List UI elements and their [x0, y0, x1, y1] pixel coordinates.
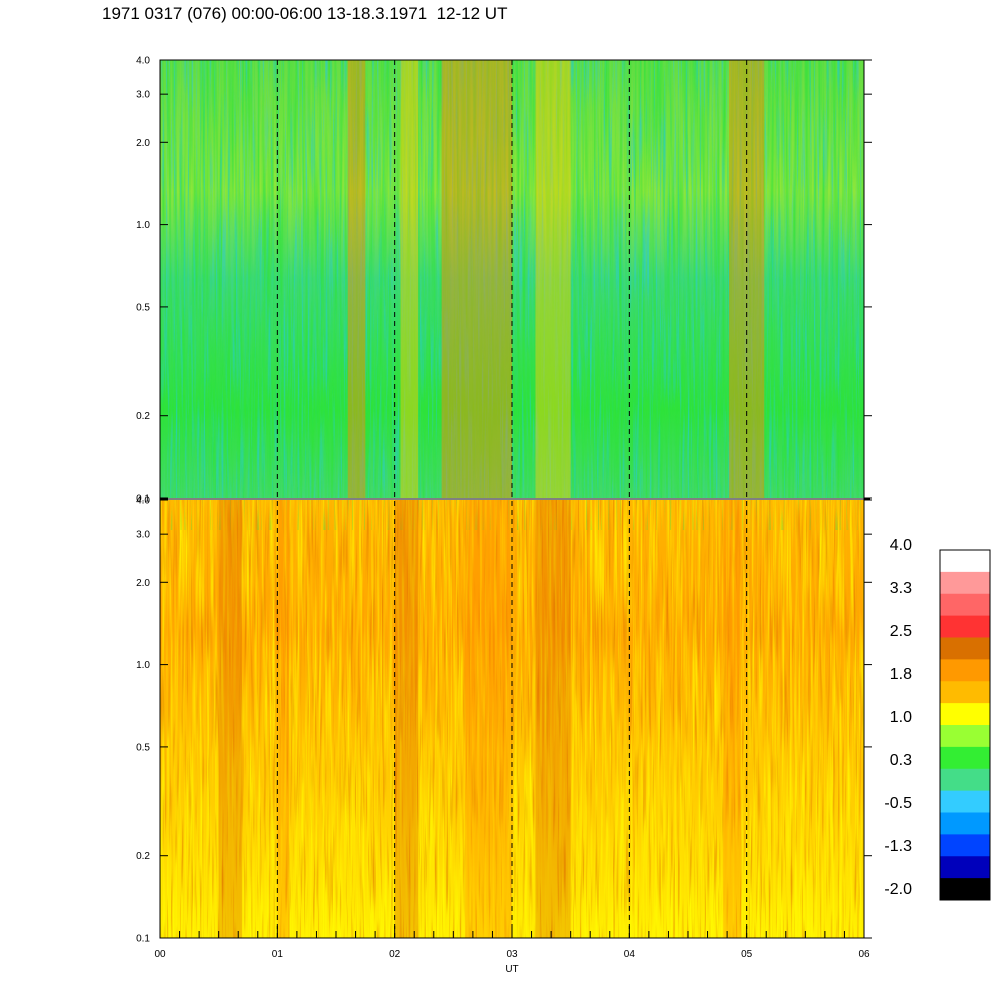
enhanced-band — [218, 500, 243, 938]
y-tick-label: 0.2 — [136, 851, 150, 862]
colorbar-swatch — [940, 681, 990, 704]
colorbar-swatch — [940, 878, 990, 901]
x-tick-label: 01 — [272, 949, 284, 960]
enhanced-band — [465, 500, 512, 938]
colorbar: 4.0 3.3 2.5 1.8 1.0 0.3 -0.5 -1.3 -2.0 — [884, 537, 991, 901]
colorbar-label: 0.3 — [890, 752, 912, 769]
colorbar-swatch — [940, 571, 990, 595]
x-tick-label: 05 — [741, 949, 753, 960]
colorbar-swatch — [940, 746, 990, 770]
colorbar-swatch — [940, 659, 990, 682]
top-enhanced-bands — [347, 60, 765, 498]
y-tick-label: 3.0 — [136, 90, 150, 101]
colorbar-label: 1.8 — [890, 666, 912, 683]
bottom-enhanced-bands — [218, 500, 741, 938]
enhanced-band — [394, 500, 419, 938]
colorbar-swatch — [940, 703, 990, 726]
colorbar-swatch — [940, 812, 990, 835]
colorbar-label: -0.5 — [884, 795, 912, 812]
enhanced-band — [400, 60, 419, 498]
colorbar-swatch — [940, 637, 990, 660]
colorbar-swatch — [940, 834, 990, 857]
y-axes: 0.10.20.51.02.03.04.00.10.20.51.02.03.04… — [136, 56, 872, 945]
colorbar-swatch — [940, 593, 990, 617]
y-tick-label: 2.0 — [136, 578, 150, 589]
colorbar-label: 4.0 — [890, 537, 912, 554]
enhanced-band — [535, 500, 571, 938]
x-tick-label: 03 — [506, 949, 518, 960]
x-tick-label: 02 — [389, 949, 401, 960]
y-tick-label: 1.0 — [136, 660, 150, 671]
colorbar-label: 2.5 — [890, 623, 912, 640]
y-tick-label: 0.1 — [136, 934, 150, 945]
colorbar-swatch — [940, 615, 990, 638]
y-tick-label: 0.5 — [136, 302, 150, 313]
colorbar-label: -1.3 — [884, 838, 912, 855]
colorbar-label: 1.0 — [890, 709, 912, 726]
y-tick-label: 0.1 — [136, 494, 150, 505]
chart-title: 1971 0317 (076) 00:00-06:00 13-18.3.1971… — [102, 4, 508, 23]
x-tick-label: 04 — [624, 949, 636, 960]
colorbar-swatch — [940, 768, 990, 792]
y-tick-label: 4.0 — [136, 56, 150, 67]
x-tick-label: 06 — [858, 949, 870, 960]
x-axis-label: UT — [505, 964, 518, 975]
colorbar-frame — [939, 549, 991, 901]
enhanced-band — [441, 60, 512, 498]
y-tick-label: 4.0 — [136, 496, 150, 507]
y-tick-label: 1.0 — [136, 220, 150, 231]
enhanced-band — [347, 60, 366, 498]
colorbar-swatch — [940, 790, 990, 813]
colorbar-swatch — [940, 856, 990, 879]
colorbar-label: 3.3 — [890, 580, 912, 597]
y-tick-label: 0.5 — [136, 742, 150, 753]
enhanced-band — [277, 500, 290, 938]
y-tick-label: 2.0 — [136, 138, 150, 149]
enhanced-band — [535, 60, 571, 498]
colorbar-label: -2.0 — [884, 881, 912, 898]
enhanced-band — [723, 500, 741, 938]
hour-marker-lines — [276, 60, 748, 938]
x-axis: 00 01 02 03 04 05 06 — [154, 926, 870, 960]
colorbar-swatch — [940, 725, 990, 748]
x-tick-label: 00 — [154, 949, 166, 960]
colorbar-swatch — [940, 550, 990, 573]
y-tick-label: 0.2 — [136, 411, 150, 422]
y-tick-label: 3.0 — [136, 530, 150, 541]
